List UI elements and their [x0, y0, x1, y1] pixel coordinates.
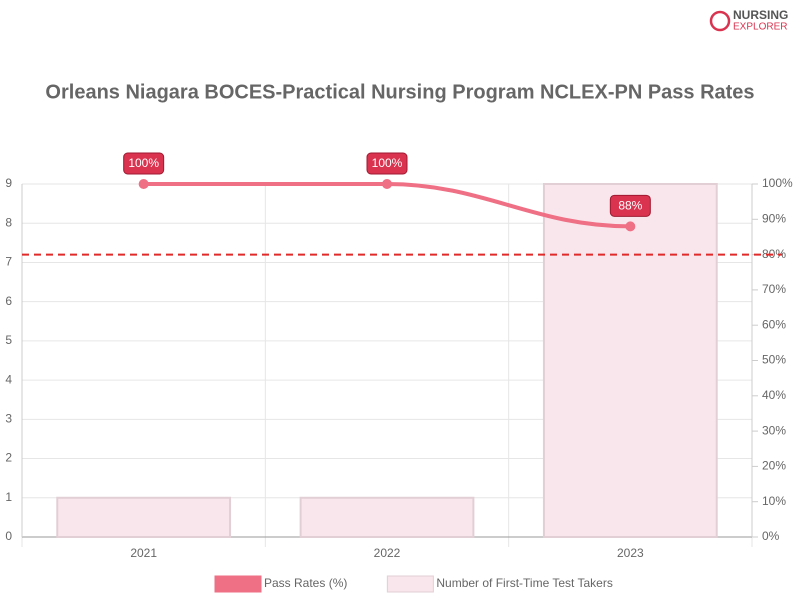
y2-tick-label: 0%	[762, 529, 780, 543]
data-label: 88%	[618, 199, 642, 213]
point	[625, 221, 636, 232]
chart-title: Orleans Niagara BOCES-Practical Nursing …	[45, 81, 754, 103]
data-label-box	[609, 194, 651, 217]
data-label: 100%	[128, 156, 159, 170]
point	[138, 179, 149, 189]
bar	[56, 496, 232, 538]
logo-text: NURSING	[733, 8, 788, 22]
y-tick-label: 9	[5, 176, 12, 190]
y2-tick-label: 70%	[762, 282, 786, 296]
y2-tick-label: 20%	[762, 459, 786, 473]
y2-tick-label: 60%	[762, 317, 786, 331]
y-tick-label: 8	[5, 215, 12, 229]
x-tick-label: 2021	[130, 546, 157, 560]
y-tick-label: 1	[5, 490, 12, 504]
bar	[542, 183, 718, 538]
data-label-box	[366, 152, 408, 175]
y2-tick-label: 40%	[762, 388, 786, 402]
logo-icon	[709, 10, 731, 32]
y2-tick-label: 30%	[762, 423, 786, 437]
y-tick-label: 7	[5, 255, 12, 269]
y-tick-label: 0	[5, 529, 12, 543]
legend-swatch	[386, 575, 434, 593]
y-tick-label: 5	[5, 333, 12, 347]
y2-tick-label: 100%	[762, 176, 793, 190]
x-tick-label: 2023	[617, 546, 644, 560]
y-tick-label: 2	[5, 451, 12, 465]
y2-tick-label: 80%	[762, 247, 786, 261]
data-label: 100%	[372, 156, 403, 170]
x-tick-label: 2022	[374, 546, 401, 560]
legend-swatch	[214, 575, 262, 593]
y2-tick-label: 50%	[762, 353, 786, 367]
y-tick-label: 6	[5, 294, 12, 308]
logo: NURSING EXPLORER	[709, 8, 788, 33]
legend-label: Number of First-Time Test Takers	[436, 576, 612, 590]
bar	[299, 496, 475, 538]
logo-text: EXPLORER	[733, 22, 787, 33]
data-label-box	[123, 152, 165, 175]
y-tick-label: 4	[5, 372, 12, 386]
y2-tick-label: 90%	[762, 211, 786, 225]
y2-tick-label: 10%	[762, 494, 786, 508]
y-tick-label: 3	[5, 412, 12, 426]
legend-label: Pass Rates (%)	[264, 576, 347, 590]
point	[382, 179, 392, 189]
